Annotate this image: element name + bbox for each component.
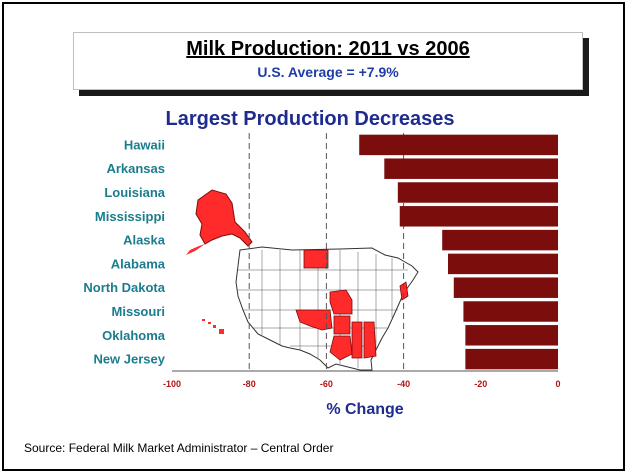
bar-alaska: [442, 229, 558, 251]
alabama-shape: [363, 321, 377, 359]
mississippi-shape: [351, 321, 363, 359]
us-map-illustration: [186, 189, 419, 371]
category-label-mississippi: Mississippi: [95, 209, 165, 224]
x-axis-label: % Change: [326, 401, 403, 418]
x-tick-0: 0: [555, 379, 560, 389]
category-labels: Hawaii Arkansas Louisiana Mississippi Alaska…: [83, 137, 165, 366]
bar-alabama: [447, 253, 558, 275]
bar-new-jersey: [465, 348, 558, 370]
bars: [359, 134, 558, 370]
main-title: Milk Production: 2011 vs 2006: [186, 38, 470, 60]
category-label-missouri: Missouri: [112, 304, 165, 319]
category-label-hawaii: Hawaii: [124, 137, 165, 152]
chart-title: Largest Production Decreases: [165, 108, 455, 130]
north-dakota-shape: [303, 249, 329, 269]
x-tick-labels: -100 -80 -60 -40 -20 0: [163, 379, 561, 389]
bar-mississippi: [399, 206, 558, 227]
category-label-north-dakota: North Dakota: [83, 280, 165, 295]
us-average-subtitle: U.S. Average = +7.9%: [257, 64, 399, 80]
category-label-alabama: Alabama: [111, 256, 166, 271]
oklahoma-shape: [295, 309, 333, 331]
bar-hawaii: [359, 134, 558, 156]
x-tick-neg80: -80: [243, 379, 256, 389]
x-tick-neg100: -100: [163, 379, 181, 389]
hawaii-shape: [202, 319, 224, 334]
bar-missouri: [463, 301, 558, 322]
bar-louisiana: [397, 182, 558, 203]
x-tick-neg20: -20: [474, 379, 487, 389]
louisiana-shape: [329, 335, 353, 361]
x-tick-neg40: -40: [397, 379, 410, 389]
bar-north-dakota: [453, 277, 558, 298]
alaska-shape: [186, 189, 253, 255]
category-label-oklahoma: Oklahoma: [102, 328, 166, 343]
category-label-arkansas: Arkansas: [106, 161, 165, 176]
category-label-new-jersey: New Jersey: [93, 352, 165, 367]
source-note: Source: Federal Milk Market Administrato…: [24, 441, 334, 455]
arkansas-shape: [333, 315, 351, 335]
x-tick-neg60: -60: [320, 379, 333, 389]
title-box: Milk Production: 2011 vs 2006 U.S. Avera…: [73, 32, 583, 90]
bar-arkansas: [384, 158, 558, 179]
highlighted-states: [295, 249, 409, 361]
category-label-alaska: Alaska: [123, 233, 166, 248]
category-label-louisiana: Louisiana: [104, 185, 165, 200]
missouri-shape: [329, 289, 353, 315]
bar-oklahoma: [465, 325, 558, 346]
